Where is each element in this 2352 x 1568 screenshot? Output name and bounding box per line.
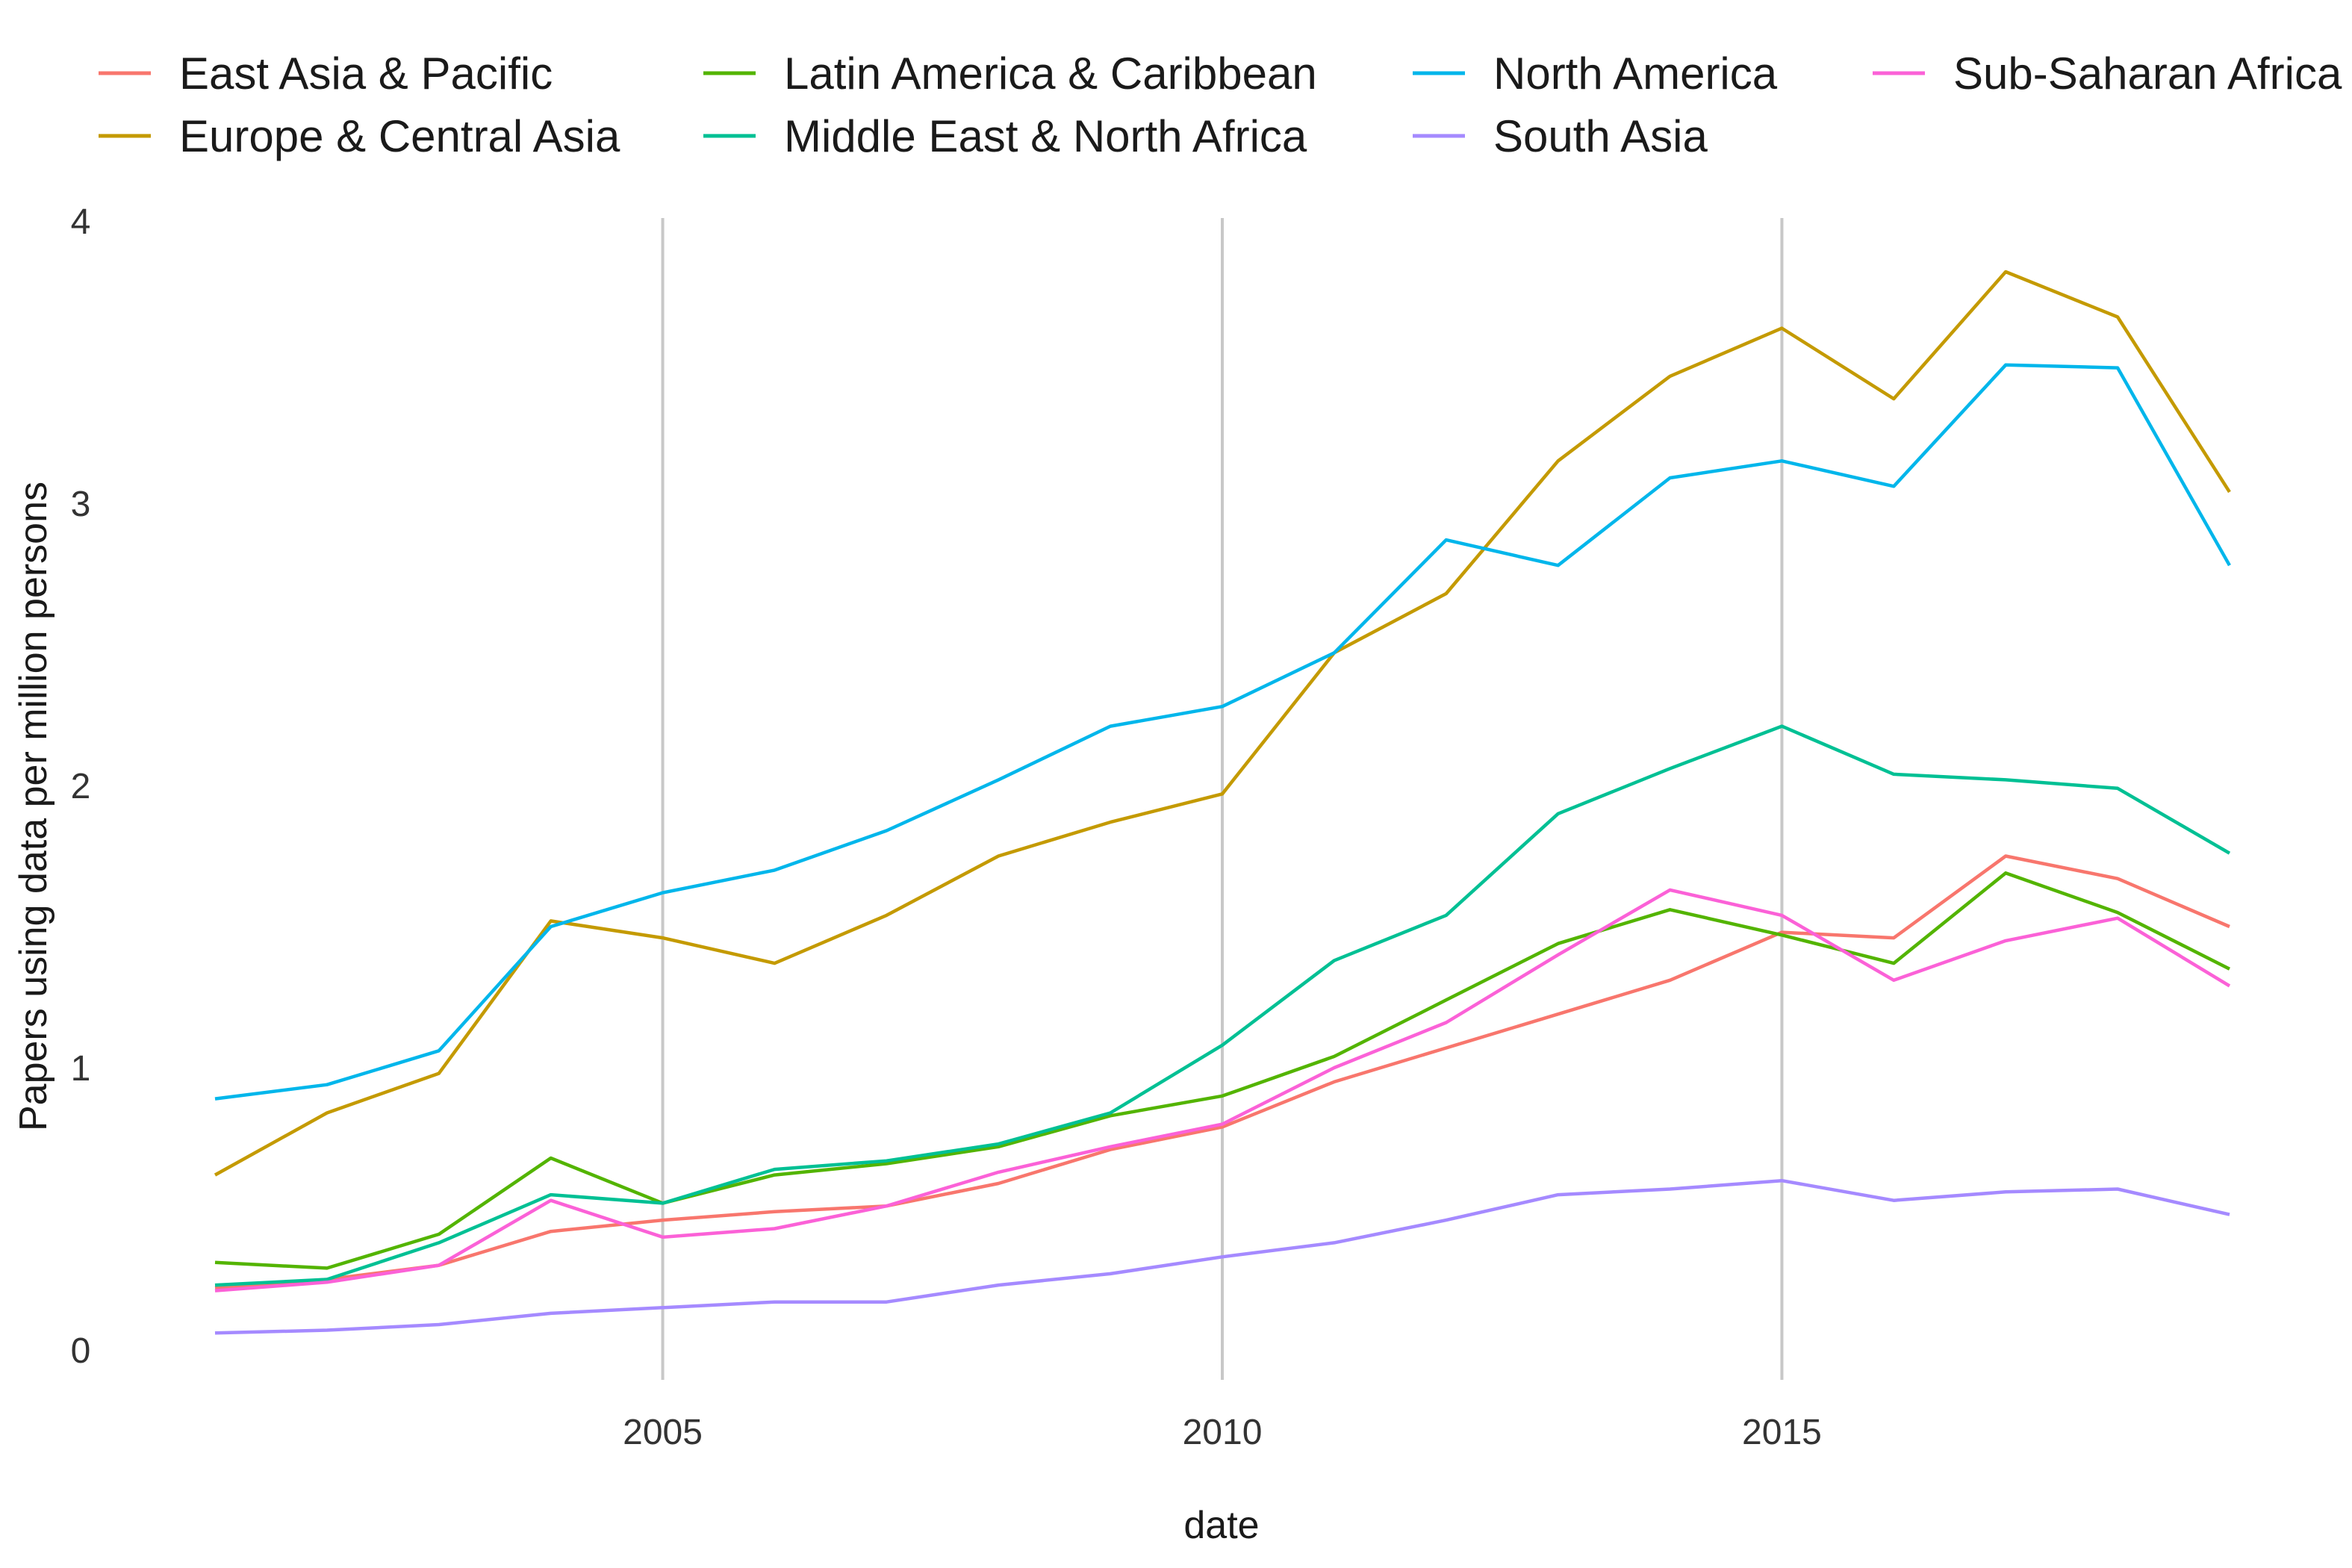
legend-item-east-asia-and-pacific: East Asia & Pacific	[99, 49, 553, 99]
legend-label-middle-east-and-north-africa: Middle East & North Africa	[784, 111, 1307, 161]
legend-label-north-america: North America	[1493, 49, 1778, 99]
legend-label-east-asia-and-pacific: East Asia & Pacific	[179, 49, 553, 99]
legend-label-south-asia: South Asia	[1493, 111, 1708, 161]
series-line-east-asia-and-pacific	[214, 854, 2230, 1290]
y-tick-label-4: 4	[71, 202, 91, 242]
series-line-middle-east-and-north-africa	[214, 724, 2231, 1287]
legend-item-north-america: North America	[1413, 49, 1778, 99]
legend-item-latin-america-and-caribbean: Latin America & Caribbean	[703, 49, 1317, 99]
series-line-south-asia	[214, 1178, 2230, 1335]
x-tick-label-2015: 2015	[1742, 1413, 1822, 1452]
grid-lines	[661, 218, 1784, 1380]
series-line-north-america	[214, 363, 2231, 1101]
legend-item-middle-east-and-north-africa: Middle East & North Africa	[703, 111, 1307, 161]
series-lines	[214, 270, 2231, 1335]
legend-label-latin-america-and-caribbean: Latin America & Caribbean	[784, 49, 1317, 99]
x-axis-title: date	[1183, 1504, 1259, 1547]
series-line-latin-america-and-caribbean	[214, 871, 2231, 1270]
y-axis-title: Papers using data per million persons	[12, 482, 55, 1131]
x-tick-label-2010: 2010	[1183, 1413, 1263, 1452]
legend-item-south-asia: South Asia	[1413, 111, 1708, 161]
y-tick-label-3: 3	[71, 485, 91, 524]
y-tick-label-2: 2	[71, 767, 91, 806]
legend-item-sub-saharan-africa: Sub-Saharan Africa	[1873, 49, 2342, 99]
legend-label-europe-and-central-asia: Europe & Central Asia	[179, 111, 620, 161]
legend-item-europe-and-central-asia: Europe & Central Asia	[99, 111, 620, 161]
y-tick-label-0: 0	[71, 1331, 91, 1371]
legend: East Asia & Pacific Europe & Central Asia…	[99, 49, 2342, 161]
series-line-sub-saharan-africa	[214, 888, 2231, 1292]
y-axis-ticks: 0 1 2 3 4	[71, 202, 91, 1371]
x-axis-ticks: 2005 2010 2015	[623, 1413, 1822, 1452]
y-tick-label-1: 1	[71, 1049, 91, 1089]
legend-label-sub-saharan-africa: Sub-Saharan Africa	[1953, 49, 2342, 99]
x-tick-label-2005: 2005	[623, 1413, 703, 1452]
series-line-europe-and-central-asia	[214, 270, 2231, 1177]
